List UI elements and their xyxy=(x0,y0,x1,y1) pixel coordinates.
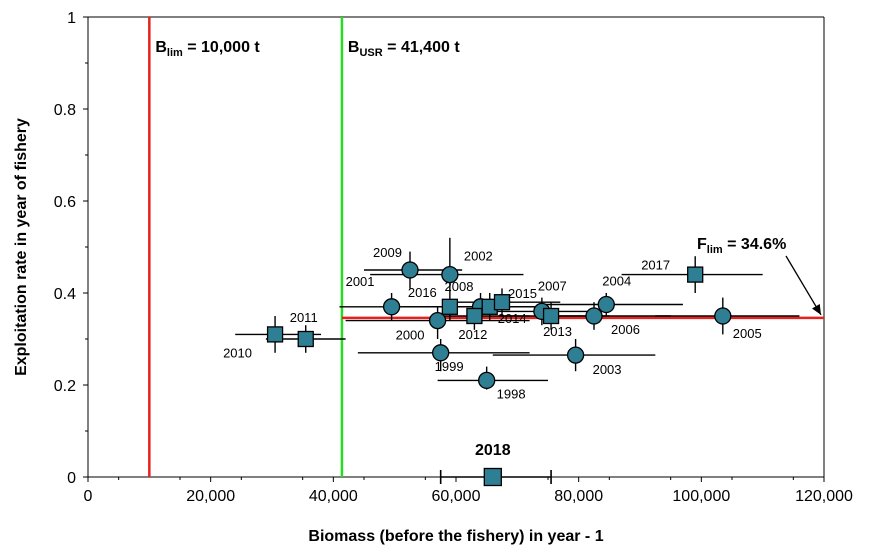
busr-label-main: B xyxy=(348,39,360,56)
y-tick-label: 1 xyxy=(67,10,76,27)
y-tick-label: 0 xyxy=(67,470,76,487)
flim-label: Flim = 34.6% xyxy=(697,236,786,256)
x-tick-label: 120,000 xyxy=(795,488,853,505)
year-label-2004: 2004 xyxy=(602,274,631,289)
point-marker-2018 xyxy=(483,467,502,487)
year-label-2008: 2008 xyxy=(445,279,474,294)
year-label-2003: 2003 xyxy=(593,362,622,377)
x-tick-label: 40,000 xyxy=(309,488,358,505)
point-marker-2016 xyxy=(441,298,459,315)
flim-arrow-head xyxy=(812,303,821,315)
year-label-2018: 2018 xyxy=(475,442,511,459)
point-marker-2013 xyxy=(542,307,560,325)
point-marker-2002 xyxy=(441,265,459,284)
point-marker-2001 xyxy=(382,298,401,316)
flim-label-value: = 34.6% xyxy=(723,236,787,253)
year-label-2011: 2011 xyxy=(290,310,318,325)
year-label-2010: 2010 xyxy=(223,345,252,360)
x-tick-label: 0 xyxy=(84,488,93,505)
year-label-2015: 2015 xyxy=(508,286,537,301)
y-tick-label: 0.8 xyxy=(54,102,76,119)
year-label-2001: 2001 xyxy=(346,274,375,289)
y-axis-title: Exploitation rate in year of fishery xyxy=(13,118,30,376)
year-label-2017: 2017 xyxy=(641,258,670,273)
x-tick-label: 100,000 xyxy=(672,488,730,505)
point-marker-2005 xyxy=(714,307,732,325)
year-label-2000: 2000 xyxy=(396,328,425,343)
year-label-2014: 2014 xyxy=(498,311,527,326)
blim-label-main: B xyxy=(155,39,167,56)
y-ticks: 0 0.2 0.4 0.6 0.8 1 xyxy=(54,10,88,487)
blim-label: Blim = 10,000 t xyxy=(155,39,260,59)
x-tick-label: 80,000 xyxy=(554,488,603,505)
year-label-1999: 1999 xyxy=(435,359,464,374)
busr-label: BUSR = 41,400 t xyxy=(348,39,460,59)
year-label-2006: 2006 xyxy=(611,322,640,337)
point-marker-2004 xyxy=(597,295,615,314)
y-tick-label: 0.4 xyxy=(54,286,76,303)
point-marker-2015 xyxy=(493,294,511,311)
blim-label-sub: lim xyxy=(167,47,183,59)
data-markers xyxy=(266,261,732,487)
year-label-2013: 2013 xyxy=(543,324,572,339)
year-label-2005: 2005 xyxy=(733,326,762,341)
x-ticks: 0 20,000 40,000 60,000 80,000 100,000 120,000 xyxy=(84,477,853,505)
point-marker-2003 xyxy=(566,346,585,364)
point-marker-1999 xyxy=(432,344,450,362)
point-marker-2017 xyxy=(687,266,704,283)
year-label-2016: 2016 xyxy=(408,285,437,300)
year-label-1998: 1998 xyxy=(497,386,526,401)
busr-label-value: = 41,400 t xyxy=(383,39,461,56)
year-label-2012: 2012 xyxy=(458,327,487,342)
y-tick-label: 0.2 xyxy=(54,378,76,395)
y-tick-label: 0.6 xyxy=(54,194,76,211)
point-marker-2006 xyxy=(585,307,603,325)
point-marker-2009 xyxy=(401,261,419,279)
flim-label-main: F xyxy=(697,236,707,253)
point-marker-2010 xyxy=(266,326,284,343)
busr-label-sub: USR xyxy=(359,47,382,59)
error-bars xyxy=(235,237,800,484)
year-label-2009: 2009 xyxy=(373,245,402,260)
point-marker-2000 xyxy=(428,311,447,330)
flim-label-sub: lim xyxy=(707,244,723,256)
x-tick-label: 20,000 xyxy=(186,488,235,505)
point-marker-2011 xyxy=(297,330,314,348)
blim-label-value: = 10,000 t xyxy=(183,39,261,56)
year-label-2002: 2002 xyxy=(464,249,493,264)
point-marker-1998 xyxy=(478,371,496,390)
year-label-2007: 2007 xyxy=(538,278,567,293)
x-axis-title: Biomass (before the fishery) in year - 1 xyxy=(308,528,603,545)
flim-arrow-shaft xyxy=(785,255,822,316)
year-labels: 1998 1999 2000 2001 2002 2003 2004 2005 2006 2007… xyxy=(223,245,762,459)
x-tick-label: 60,000 xyxy=(432,488,481,505)
point-marker-2012 xyxy=(466,307,483,325)
